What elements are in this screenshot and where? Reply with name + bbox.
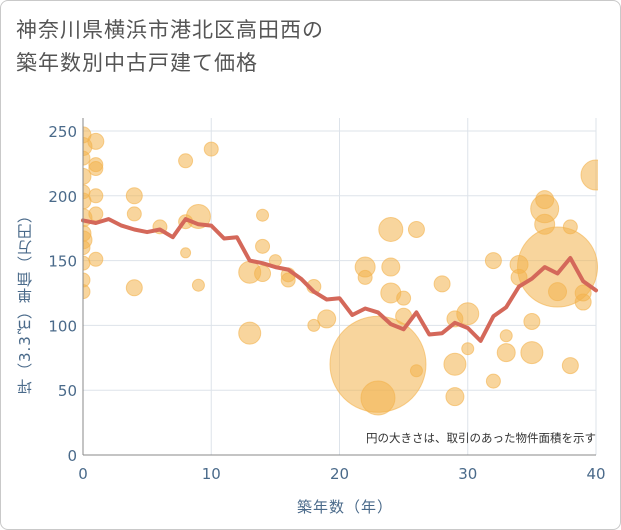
bubble-point — [357, 269, 373, 285]
bubble-point — [83, 284, 91, 300]
bubble-point — [88, 161, 104, 177]
axes: 0 50 100 150 200 250 0 10 20 30 40 — [48, 118, 606, 483]
y-tick-label: 250 — [48, 123, 77, 141]
bubble-point — [574, 293, 592, 311]
bubble-point — [523, 312, 541, 330]
bubble-point — [88, 251, 104, 267]
bubble-point — [83, 167, 92, 185]
average-price-line — [81, 217, 598, 343]
bubble-point — [125, 279, 143, 297]
bubble-point — [496, 343, 516, 363]
y-tick-label: 100 — [48, 317, 77, 335]
bubble-point — [125, 187, 143, 205]
bubble-point — [88, 188, 104, 204]
x-tick-label: 30 — [458, 465, 477, 483]
bubble-point — [203, 141, 219, 157]
x-tick-label: 40 — [586, 465, 605, 483]
bubble-point — [87, 132, 105, 150]
trend-line-layer — [81, 217, 598, 343]
bubble-point — [499, 329, 513, 343]
bubble-point — [381, 257, 401, 277]
bubble-point — [180, 247, 192, 259]
bubble-point — [88, 206, 104, 222]
size-annotation: 円の大きさは、取引のあった物件面積を示す — [366, 431, 596, 445]
x-tick-label: 0 — [78, 465, 88, 483]
bubble-point — [407, 220, 425, 238]
bubble-point — [484, 252, 502, 270]
bubble-point — [445, 387, 465, 407]
bubble-point — [280, 272, 296, 288]
bubble-point — [396, 290, 412, 306]
bubble-point — [126, 206, 142, 222]
bubble-point — [360, 380, 396, 416]
bubble-point — [83, 240, 91, 256]
bubble-point — [461, 342, 475, 356]
bubble-point — [456, 302, 480, 326]
bubble-point — [238, 321, 262, 345]
y-tick-label: 0 — [67, 447, 77, 465]
bubble-point — [255, 238, 271, 254]
y-tick-label: 50 — [58, 382, 77, 400]
x-axis-label: 築年数（年） — [296, 498, 393, 516]
chart-title-line2: 築年数別中古戸建て価格 — [16, 51, 258, 75]
bubble-point — [485, 373, 501, 389]
bubble-point — [443, 352, 467, 376]
chart-title-line1: 神奈川県横浜市港北区高田西の — [16, 18, 324, 42]
bubble-point — [409, 364, 423, 378]
bubble-point — [83, 150, 91, 166]
bubble-layer — [83, 126, 598, 416]
bubble-point — [191, 278, 205, 292]
bubble-point — [178, 153, 194, 169]
chart-title: 神奈川県横浜市港北区高田西の 築年数別中古戸建て価格 — [16, 14, 324, 80]
bubble-point — [580, 159, 598, 191]
x-tick-label: 10 — [202, 465, 221, 483]
bubble-point — [378, 216, 404, 242]
bubble-point — [433, 275, 451, 293]
bubble-point — [254, 265, 272, 283]
y-tick-label: 200 — [48, 188, 77, 206]
bubble-point — [83, 272, 91, 288]
x-tick-label: 20 — [330, 465, 349, 483]
bubble-point — [317, 309, 337, 329]
y-tick-label: 150 — [48, 253, 77, 271]
bubble-point — [520, 341, 544, 365]
bubble-point — [548, 282, 568, 302]
bubble-point — [562, 219, 578, 235]
bubble-point — [561, 357, 579, 375]
bubble-point — [256, 208, 270, 222]
